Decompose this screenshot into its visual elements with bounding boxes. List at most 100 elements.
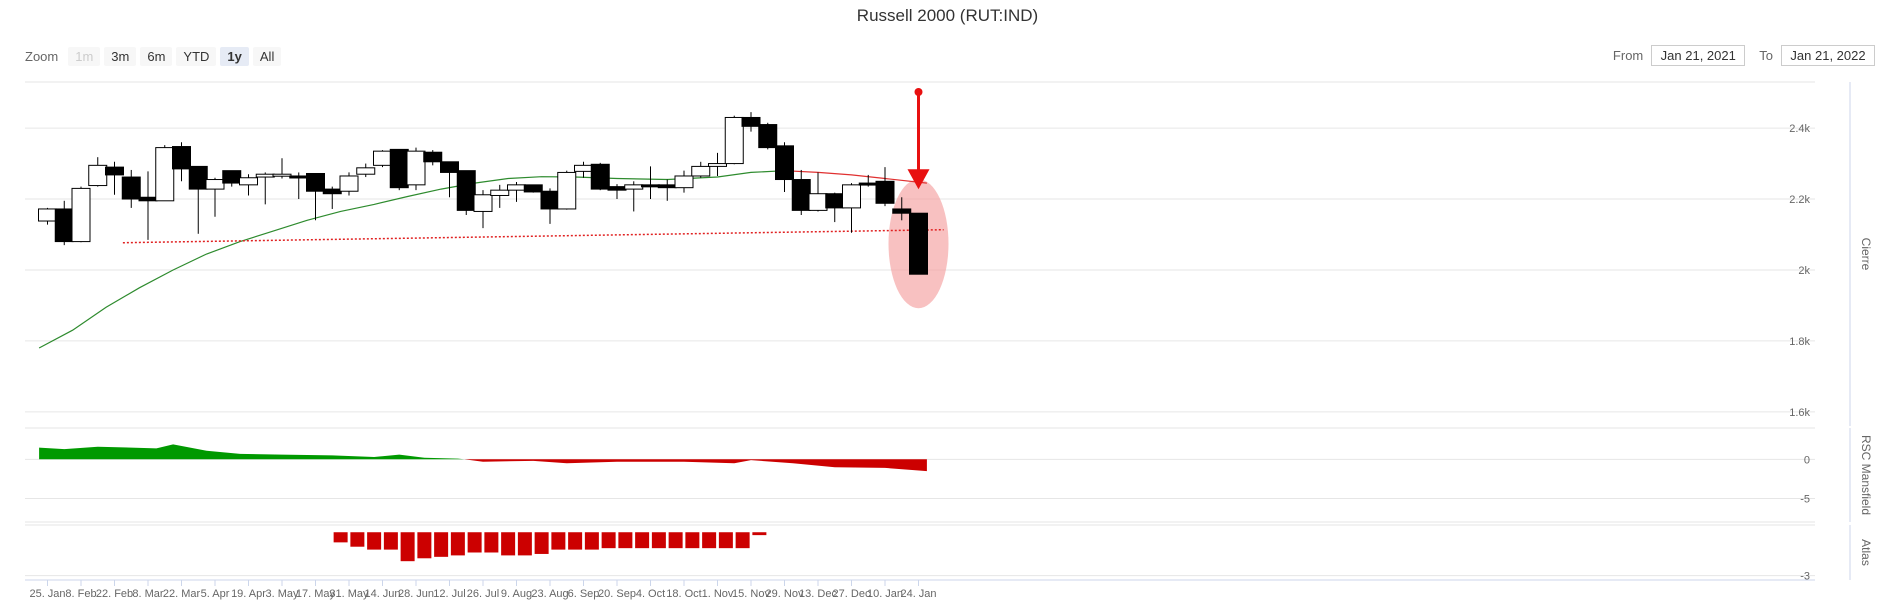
chart-title: Russell 2000 (RUT:IND) — [856, 6, 1039, 25]
x-tick-label: 10. Jan — [867, 588, 903, 600]
x-tick-label: 26. Jul — [467, 588, 499, 600]
zoom-button-1m[interactable]: 1m — [68, 47, 101, 66]
candle-body — [71, 187, 91, 243]
candle-body — [909, 212, 928, 275]
candle-body — [892, 208, 912, 214]
atlas-bar — [534, 532, 549, 554]
atlas-bar — [484, 532, 499, 553]
price-tick-label: 1.6k — [1789, 407, 1810, 419]
atlas-bar — [551, 532, 566, 550]
atlas-bar — [501, 532, 516, 556]
x-tick-label: 20. Sep — [598, 588, 636, 600]
atlas-bar — [702, 532, 717, 549]
x-tick-label: 17. May — [296, 588, 336, 600]
candle-body — [825, 193, 845, 209]
x-tick-label: 3. May — [265, 588, 299, 600]
x-tick-label: 6. Sep — [568, 588, 600, 600]
atlas-bar — [601, 532, 616, 549]
candle-body — [255, 173, 275, 178]
x-tick-label: 23. Aug — [531, 588, 568, 600]
candle-body — [155, 147, 175, 202]
candle-body — [222, 170, 242, 184]
zoom-button-6m[interactable]: 6m — [140, 47, 173, 66]
candle-body — [540, 190, 560, 210]
x-tick-label: 22. Mar — [163, 588, 201, 600]
date-range: From Jan 21, 2021 To Jan 21, 2022 — [1599, 45, 1875, 66]
candle-body — [339, 175, 359, 192]
candle-body — [791, 179, 811, 211]
candle-body — [456, 170, 476, 211]
x-tick-label: 8. Mar — [132, 588, 164, 600]
atlas-bar — [651, 532, 666, 549]
atlas-axis-title: Atlas — [1859, 539, 1873, 566]
x-tick-label: 15. Nov — [732, 588, 770, 600]
atlas-bar — [618, 532, 633, 549]
candle-body — [842, 184, 861, 209]
atlas-bar — [333, 532, 348, 543]
atlas-bar — [517, 532, 532, 556]
candle-body — [239, 177, 258, 186]
x-tick-label: 29. Nov — [766, 588, 804, 600]
atlas-bar — [467, 532, 482, 553]
candle-body — [373, 150, 392, 166]
candle-body — [574, 164, 593, 172]
rsc-mansfield-area — [39, 444, 927, 472]
x-tick-label: 24. Jan — [900, 588, 936, 600]
arrow-head — [907, 169, 930, 190]
candle-body — [289, 175, 309, 179]
candle-body — [138, 196, 158, 202]
candle-body — [741, 116, 761, 127]
candle-body — [557, 171, 577, 210]
x-tick-label: 22. Feb — [96, 588, 133, 600]
candle-body — [607, 186, 627, 191]
from-label: From — [1612, 48, 1644, 63]
support-line — [122, 228, 944, 244]
candle-body — [54, 208, 74, 243]
zoom-button-all[interactable]: All — [252, 47, 282, 66]
x-tick-label: 31. May — [329, 588, 369, 600]
x-tick-label: 13. Dec — [799, 588, 837, 600]
moving-average — [38, 170, 927, 349]
zoom-button-1y[interactable]: 1y — [220, 47, 249, 66]
candle-body — [406, 150, 426, 186]
candle-body — [423, 151, 443, 163]
candle-body — [121, 176, 141, 200]
x-tick-label: 5. Apr — [201, 588, 230, 600]
sma-line-green — [38, 170, 785, 349]
mansfield-positive-area — [39, 444, 465, 460]
zoom-button-ytd[interactable]: YTD — [176, 47, 217, 66]
x-tick-label: 12. Jul — [433, 588, 465, 600]
candle-body — [188, 165, 208, 190]
candle-body — [272, 173, 292, 177]
candle-body — [724, 116, 744, 165]
to-date-input[interactable]: Jan 21, 2022 — [1781, 45, 1875, 66]
atlas-bar — [735, 532, 750, 549]
candle-body — [691, 165, 711, 177]
candle-body — [172, 146, 191, 170]
candle-body — [473, 194, 493, 212]
atlas-bar — [752, 532, 767, 536]
candle-body — [657, 184, 677, 189]
zoom-bar: Zoom 1m 3m 6m YTD 1y All — [25, 47, 282, 66]
candle-body — [490, 189, 510, 196]
mansfield-negative-area — [464, 459, 927, 472]
candle-body — [775, 145, 794, 181]
atlas-bar — [450, 532, 465, 556]
candles — [38, 112, 928, 275]
atlas-bar — [668, 532, 683, 549]
candle-body — [205, 179, 225, 190]
zoom-button-3m[interactable]: 3m — [104, 47, 137, 66]
candle-body — [440, 161, 459, 173]
x-tick-label: 28. Jun — [398, 588, 434, 600]
candle-body — [322, 188, 342, 195]
zoom-label: Zoom — [25, 49, 59, 64]
atlas-bar — [350, 532, 365, 547]
x-tick-label: 18. Oct — [666, 588, 701, 600]
annotation-arrow — [907, 88, 930, 190]
x-tick-label: 9. Aug — [501, 588, 532, 600]
atlas-bar — [635, 532, 650, 549]
x-tick-label: 14. Jun — [364, 588, 400, 600]
candle-body — [356, 167, 376, 175]
from-date-input[interactable]: Jan 21, 2021 — [1651, 45, 1746, 66]
